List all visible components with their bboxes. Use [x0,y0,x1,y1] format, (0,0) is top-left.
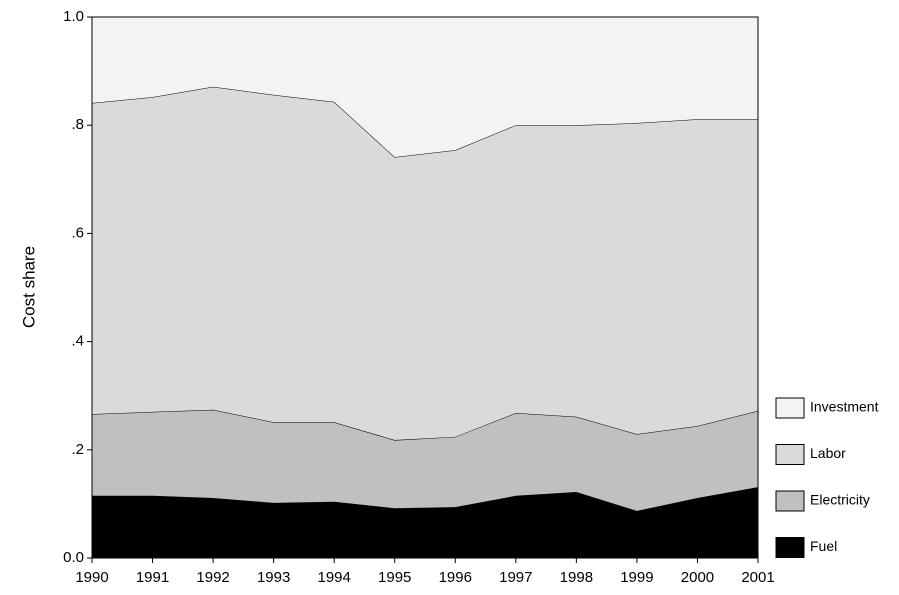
y-tick-label: .8 [71,116,84,133]
x-tick-label: 1998 [560,569,593,586]
area [92,17,758,158]
legend-label: Investment [810,399,879,415]
x-tick-label: 1993 [257,569,290,586]
legend-swatch [775,444,805,465]
legend-swatch [775,490,805,512]
y-tick-label: 0.0 [63,549,84,566]
y-tick-label: 1.0 [63,8,84,25]
legend-swatch [775,537,805,558]
legend-label: Labor [810,445,846,461]
y-tick-label: .6 [71,224,84,241]
x-tick-label: 2000 [681,569,714,586]
legend-label: Electricity [810,492,870,508]
y-tick-label: .4 [71,333,84,350]
x-tick-label: 1991 [136,569,169,586]
area [92,487,758,558]
x-tick-label: 1995 [378,569,411,586]
x-tick-label: 1999 [620,569,653,586]
x-tick-label: 1990 [75,569,108,586]
area [92,409,758,511]
y-tick-label: .2 [71,441,84,458]
y-axis-label: Cost share [19,246,38,328]
legend-label: Fuel [810,538,837,554]
x-tick-label: 1996 [439,569,472,586]
area [92,86,758,441]
x-tick-label: 1994 [317,569,350,586]
plot-frame [91,16,759,559]
x-tick-label: 2001 [741,569,774,586]
x-tick-label: 1997 [499,569,532,586]
legend-swatch [775,397,805,419]
x-tick-label: 1992 [196,569,229,586]
